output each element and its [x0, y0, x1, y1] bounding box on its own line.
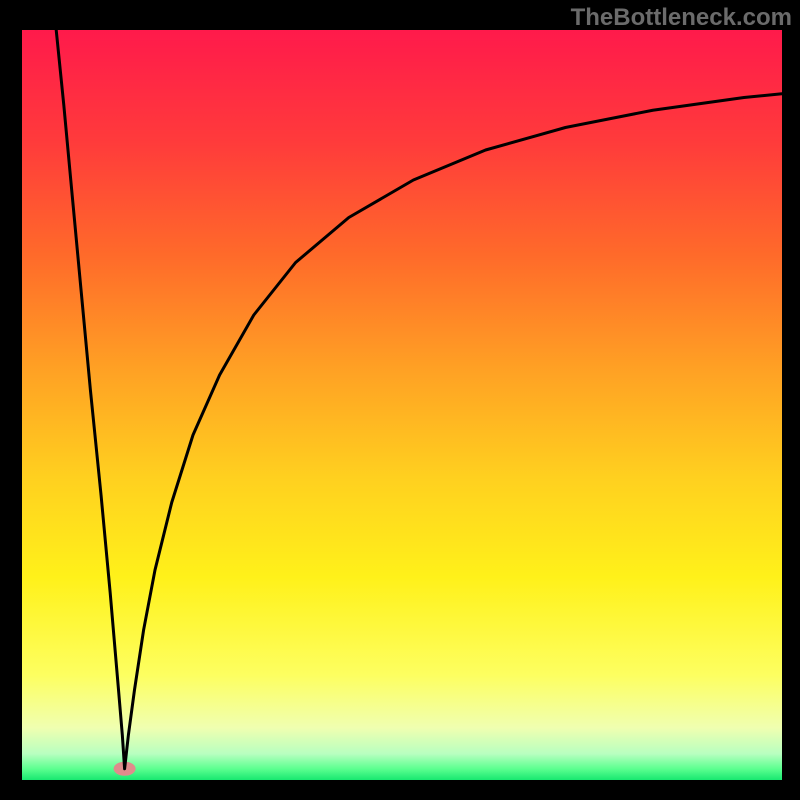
plot-group — [56, 30, 782, 776]
chart-container: TheBottleneck.com — [0, 0, 800, 800]
chart-svg — [0, 0, 800, 800]
bottleneck-curve — [56, 30, 782, 769]
